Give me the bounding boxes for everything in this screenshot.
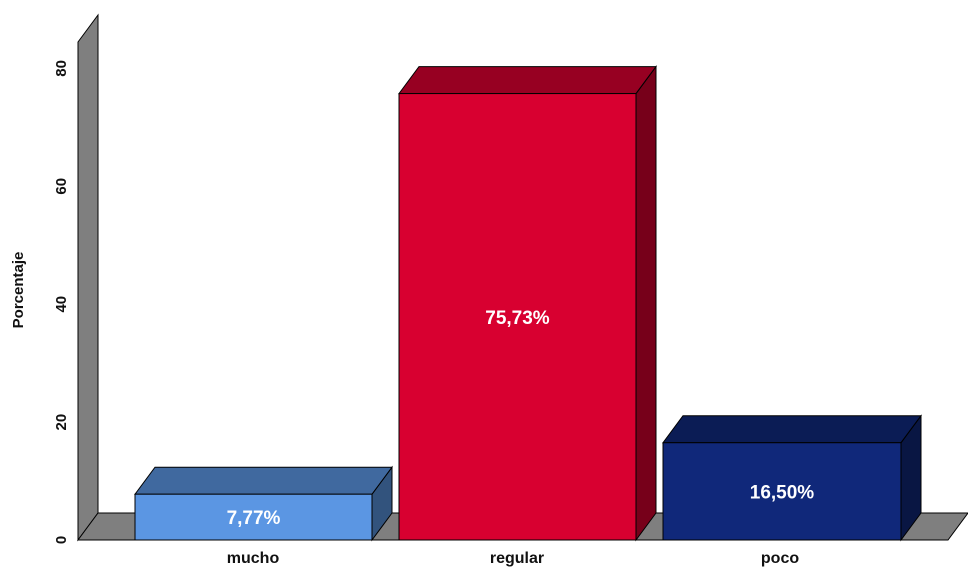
y-axis-title: Porcentaje (10, 252, 27, 329)
bar-front-face (398, 93, 637, 541)
y-tick-label: 0 (53, 536, 70, 544)
x-category-label: mucho (227, 550, 280, 567)
data-label: 75,73% (485, 308, 550, 329)
y-tick-label: 80 (53, 60, 70, 77)
bar-top-face (398, 66, 657, 95)
chart-back-wall (77, 13, 99, 542)
data-label: 16,50% (750, 482, 815, 503)
y-axis-ticks: 0 20 40 60 80 (53, 60, 70, 544)
x-axis-categories: mucho regular poco (227, 550, 800, 567)
bar-top-face (134, 466, 393, 495)
bars: 7,77% 75,73% 16,50% (134, 65, 922, 542)
bar-front-face (662, 442, 902, 541)
bar-top-face (662, 415, 922, 444)
x-category-label: poco (761, 550, 799, 567)
x-category-label: regular (490, 550, 544, 567)
bar-side-face (635, 65, 657, 542)
bar-front-face (134, 493, 373, 541)
back-wall (77, 13, 99, 542)
y-tick-label: 60 (53, 178, 70, 195)
bar-mucho: 7,77% (134, 465, 393, 542)
data-label: 7,77% (227, 508, 281, 529)
y-tick-label: 20 (53, 414, 70, 431)
y-tick-label: 40 (53, 296, 70, 313)
bar-regular: 75,73% (398, 65, 657, 542)
bar-poco: 16,50% (662, 414, 922, 542)
